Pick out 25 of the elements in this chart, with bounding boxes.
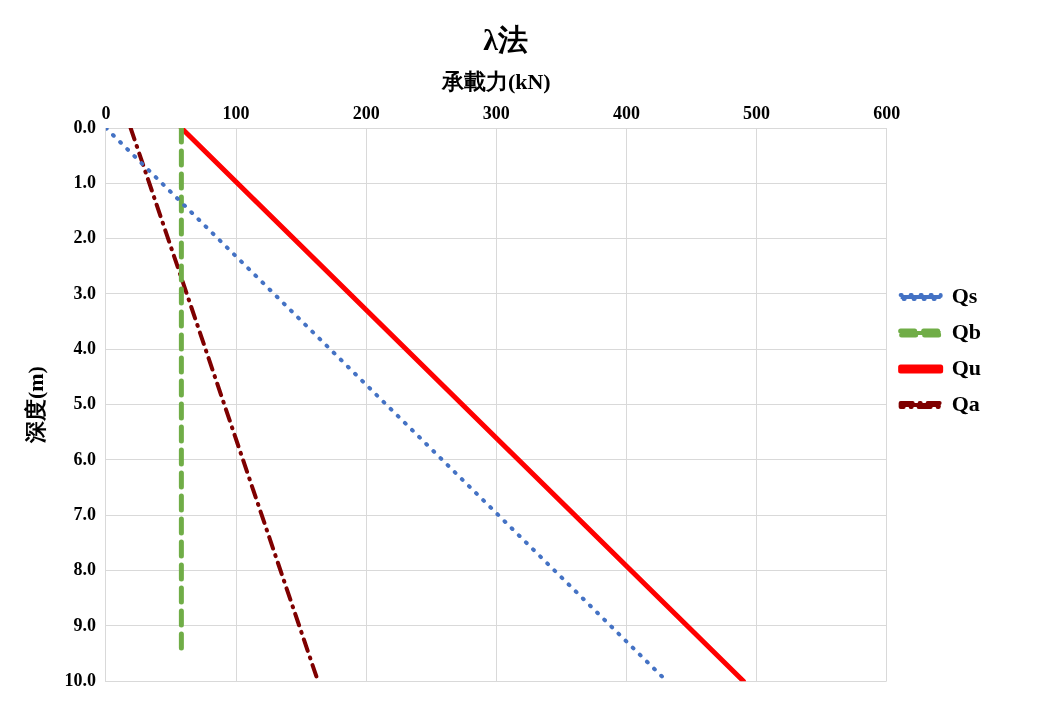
legend-label: Qb xyxy=(951,318,982,344)
legend-label: Qu xyxy=(951,354,982,380)
x-tick-label: 600 xyxy=(873,102,901,123)
y-tick-label: 4.0 xyxy=(73,337,96,358)
x-tick-label: 400 xyxy=(612,102,640,123)
y-tick-label: 7.0 xyxy=(73,503,96,524)
x-tick-label: 300 xyxy=(482,102,510,123)
chart-title: λ法 xyxy=(483,22,528,56)
y-tick-label: 2.0 xyxy=(73,227,96,248)
y-tick-label: 1.0 xyxy=(73,171,96,192)
y-tick-label: 9.0 xyxy=(73,614,96,635)
legend-label: Qs xyxy=(951,282,978,308)
y-tick-label: 5.0 xyxy=(73,393,96,414)
x-tick-label: 500 xyxy=(743,102,771,123)
y-tick-label: 8.0 xyxy=(73,559,96,580)
y-tick-label: 0.0 xyxy=(73,116,96,137)
y-axis-title: 深度(m) xyxy=(22,366,48,445)
x-tick-label: 0 xyxy=(101,102,111,123)
y-tick-label: 6.0 xyxy=(73,448,96,469)
y-tick-label: 10.0 xyxy=(64,669,96,690)
x-tick-label: 100 xyxy=(222,102,250,123)
x-axis-title: 承載力(kN) xyxy=(440,68,551,94)
y-tick-label: 3.0 xyxy=(73,282,96,303)
x-tick-label: 200 xyxy=(352,102,380,123)
legend-label: Qa xyxy=(951,390,980,416)
